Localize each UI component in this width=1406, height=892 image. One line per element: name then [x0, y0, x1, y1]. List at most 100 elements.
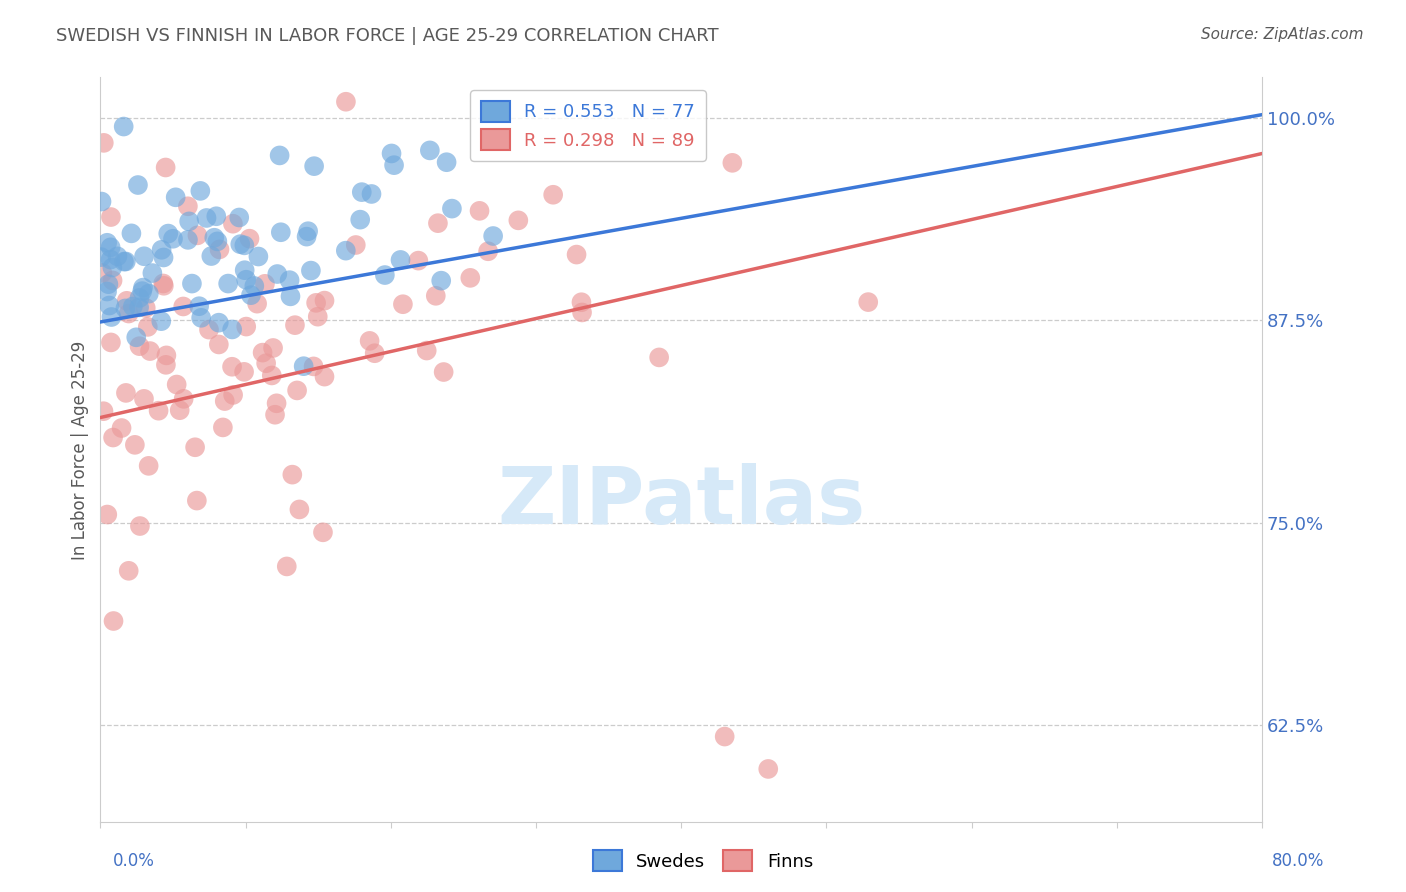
- Point: [233, 365, 256, 379]
- Point: [278, 273, 301, 287]
- Point: [295, 229, 318, 244]
- Point: [233, 238, 256, 252]
- Point: [141, 266, 163, 280]
- Point: [349, 212, 371, 227]
- Point: [132, 392, 155, 406]
- Point: [202, 231, 225, 245]
- Point: [207, 235, 229, 249]
- Point: [112, 254, 135, 268]
- Point: [374, 268, 396, 282]
- Point: [270, 225, 292, 239]
- Point: [152, 251, 174, 265]
- Point: [238, 232, 260, 246]
- Point: [153, 278, 176, 293]
- Point: [222, 217, 245, 231]
- Point: [155, 358, 177, 372]
- Text: 0.0%: 0.0%: [112, 852, 155, 870]
- Text: SWEDISH VS FINNISH IN LABOR FORCE | AGE 25-29 CORRELATION CHART: SWEDISH VS FINNISH IN LABOR FORCE | AGE …: [56, 27, 718, 45]
- Point: [314, 369, 336, 384]
- Point: [91, 266, 114, 280]
- Point: [118, 564, 141, 578]
- Point: [243, 279, 266, 293]
- Point: [150, 314, 173, 328]
- Point: [266, 267, 288, 281]
- Point: [132, 280, 155, 294]
- Point: [115, 385, 138, 400]
- Point: [247, 250, 270, 264]
- Point: [120, 227, 142, 241]
- Point: [122, 300, 145, 314]
- Legend: R = 0.553   N = 77, R = 0.298   N = 89: R = 0.553 N = 77, R = 0.298 N = 89: [471, 90, 706, 161]
- Point: [157, 227, 180, 241]
- Point: [415, 343, 437, 358]
- Point: [252, 345, 274, 359]
- Point: [217, 277, 239, 291]
- Point: [305, 296, 328, 310]
- Point: [98, 299, 121, 313]
- Point: [508, 213, 530, 227]
- Point: [221, 322, 243, 336]
- Point: [128, 301, 150, 315]
- Point: [100, 240, 122, 254]
- Point: [127, 178, 149, 192]
- Point: [266, 396, 288, 410]
- Point: [571, 295, 593, 310]
- Point: [228, 211, 250, 225]
- Point: [124, 438, 146, 452]
- Point: [188, 184, 211, 198]
- Point: [222, 388, 245, 402]
- Point: [285, 384, 308, 398]
- Point: [214, 394, 236, 409]
- Point: [482, 229, 505, 244]
- Point: [433, 365, 456, 379]
- Point: [138, 286, 160, 301]
- Point: [262, 341, 284, 355]
- Point: [110, 421, 132, 435]
- Point: [312, 525, 335, 540]
- Point: [100, 210, 122, 224]
- Point: [235, 273, 257, 287]
- Point: [208, 316, 231, 330]
- Point: [302, 359, 325, 374]
- Point: [135, 301, 157, 315]
- Point: [208, 243, 231, 257]
- Point: [425, 289, 447, 303]
- Point: [172, 300, 194, 314]
- Point: [177, 199, 200, 213]
- Point: [125, 330, 148, 344]
- Point: [169, 403, 191, 417]
- Point: [93, 136, 115, 150]
- Point: [150, 243, 173, 257]
- Point: [299, 263, 322, 277]
- Point: [380, 146, 402, 161]
- Point: [97, 277, 120, 292]
- Point: [100, 335, 122, 350]
- Point: [713, 730, 735, 744]
- Point: [468, 203, 491, 218]
- Point: [233, 263, 256, 277]
- Point: [90, 250, 112, 264]
- Point: [477, 244, 499, 259]
- Point: [188, 299, 211, 313]
- Point: [103, 614, 125, 628]
- Point: [389, 252, 412, 267]
- Point: [186, 493, 208, 508]
- Point: [307, 310, 329, 324]
- Point: [96, 508, 118, 522]
- Point: [430, 274, 453, 288]
- Point: [280, 289, 302, 303]
- Point: [100, 252, 122, 267]
- Point: [128, 339, 150, 353]
- Point: [96, 285, 118, 299]
- Point: [128, 291, 150, 305]
- Point: [269, 148, 291, 162]
- Point: [208, 337, 231, 351]
- Point: [276, 559, 298, 574]
- Point: [155, 161, 177, 175]
- Point: [240, 288, 263, 302]
- Point: [281, 467, 304, 482]
- Point: [458, 271, 481, 285]
- Point: [721, 156, 744, 170]
- Point: [90, 194, 112, 209]
- Point: [131, 284, 153, 298]
